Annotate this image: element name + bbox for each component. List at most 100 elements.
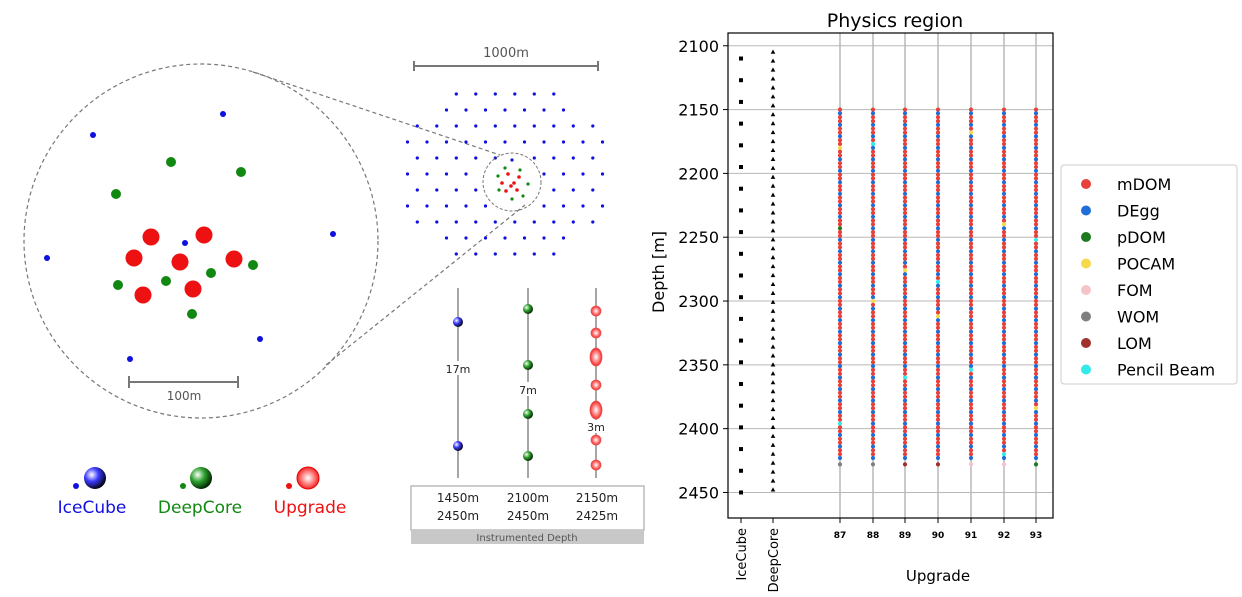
upgrade-module-point [870,253,876,258]
upgrade-module-point [1033,314,1039,319]
upgrade-module-point [1001,222,1007,227]
upgrade-module-point [1001,126,1007,131]
array-panel: 1000m 17m 7m [405,46,645,544]
icecube-string-dot [220,111,226,117]
upgrade-module-point [902,390,908,395]
icecube-string-dot [415,156,419,160]
upgrade-module-point [935,249,941,254]
upgrade-module-point [902,214,908,219]
icecube-string-dot [127,356,133,362]
x-tick-label: IceCube [735,528,750,581]
legend-label: mDOM [1117,175,1171,194]
icecube-string-dot [600,172,605,176]
upgrade-module-point [1001,207,1007,212]
upgrade-module-point [870,283,876,288]
upgrade-module-point [1033,348,1039,353]
icecube-dot-icon [73,483,79,489]
upgrade-module-point [968,402,974,407]
deepcore-module-point [770,272,776,278]
upgrade-module-point [968,164,974,170]
upgrade-module-point [870,230,876,235]
icecube-module-point [739,425,743,430]
upgrade-module-point [837,134,843,139]
upgrade-module-point [870,138,876,143]
icecube-string-dot [552,220,556,224]
legend-entry: LOM [1081,334,1152,353]
icecube-string-dot [444,204,449,208]
upgrade-module-point [1001,462,1007,467]
icecube-string-dot [581,204,585,208]
depth-caption: Instrumented Depth [476,533,577,544]
upgrade-module-point [935,383,941,388]
deepcore-module-point [770,210,776,215]
upgrade-module-point [837,341,843,346]
upgrade-module-point [968,379,974,384]
upgrade-module-point [870,268,876,273]
deepcore-string-dot [497,188,501,192]
upgrade-module-point [935,402,941,407]
deepcore-module-point [770,94,776,99]
upgrade-module-point [968,207,974,212]
upgrade-module-point [935,237,941,242]
upgrade-module-point [870,111,876,116]
icecube-string-dot [425,204,429,208]
upgrade-module-point [1033,180,1039,185]
deepcore-module-point [770,228,776,233]
upgrade-module-point [1033,122,1039,127]
upgrade-module-point [1033,440,1039,445]
upgrade-module-point [1001,337,1007,342]
upgrade-module-point [968,356,974,361]
upgrade-module-point [935,321,941,327]
upgrade-module-point [902,276,908,281]
upgrade-module-point [968,119,974,124]
icecube-string-dot [464,108,468,112]
icecube-string-dot [474,124,478,128]
upgrade-module-point [1001,264,1007,269]
icecube-module-point [739,316,743,321]
icecube-module-point [739,165,743,170]
icecube-string-dot [444,236,449,240]
legend-deepcore: DeepCore [158,467,242,518]
upgrade-module-point [1033,264,1039,269]
icecube-string-dot [581,140,585,144]
upgrade-module-point [902,157,908,162]
icecube-string-dot [503,236,507,240]
upgrade-module-point [870,452,876,457]
upgrade-module-point [902,348,908,353]
icecube-string-dot [571,156,575,160]
upgrade-module-point [902,168,908,173]
upgrade-module-point [968,241,974,246]
upgrade-module-point [968,375,974,380]
upgrade-string-dot [125,249,143,267]
deepcore-module-point [770,255,776,260]
upgrade-module-point [837,268,843,273]
upgrade-module-point [968,172,974,177]
deepcore-module-point [770,397,776,403]
upgrade-module-point [935,107,941,112]
upgrade-module-point [1001,245,1007,250]
upgrade-module-point [870,429,876,434]
upgrade-string-dot [142,228,160,246]
upgrade-module-point [902,429,908,434]
upgrade-module-point [837,360,843,365]
upgrade-module-point [1001,122,1007,127]
upgrade-module-point [902,176,908,181]
upgrade-module-point [870,448,876,453]
upgrade-module-point [870,379,876,384]
upgrade-module-point [1033,191,1039,196]
upgrade-module-point [935,444,941,449]
icecube-string-dot [571,188,575,192]
deepcore-module-point [770,389,776,394]
icecube-string-dot [257,336,263,342]
upgrade-module-point [935,436,941,441]
upgrade-module-point [870,344,876,350]
upgrade-module-point [935,360,941,365]
icecube-string-dot [503,140,507,144]
upgrade-module-point [1033,394,1039,399]
upgrade-module-point [1001,310,1007,315]
upgrade-module-point [968,264,974,269]
upgrade-string-dot [517,175,521,179]
deepcore-module-point [770,344,776,349]
upgrade-module-point [1033,161,1039,166]
upgrade-module-point [1033,321,1039,327]
